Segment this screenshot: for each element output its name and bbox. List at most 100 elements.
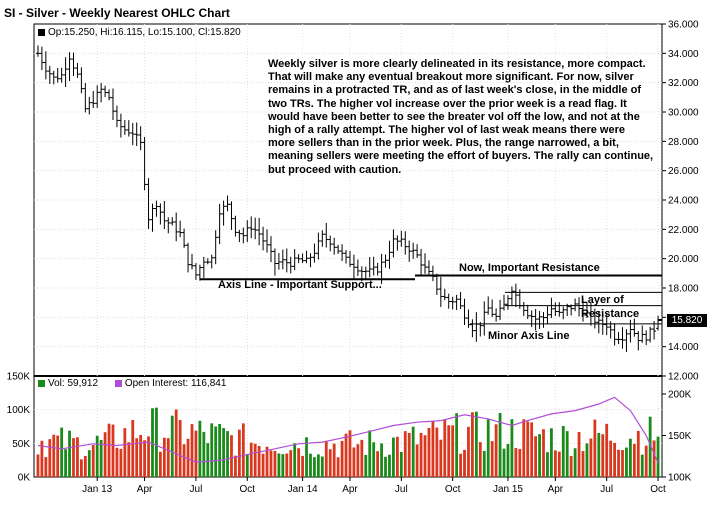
volume-bar: [656, 436, 660, 477]
volume-bar: [297, 448, 301, 477]
volume-bar: [68, 430, 71, 477]
ohlc-bar: [110, 88, 115, 121]
volume-bar: [573, 448, 577, 477]
volume-bar: [72, 438, 75, 477]
volume-bar: [348, 430, 352, 477]
volume-bar: [301, 455, 304, 477]
ohlc-bar: [577, 297, 582, 317]
volume-bar: [605, 423, 609, 477]
ohlc-bar: [415, 244, 420, 259]
ohlc-bar: [347, 250, 352, 267]
volume-bar: [447, 425, 451, 477]
ohlc-bar: [644, 330, 649, 346]
x-tick-label: Apr: [137, 484, 153, 495]
ohlc-bar: [351, 254, 356, 279]
ohlc-bar: [257, 217, 262, 246]
ohlc-bar: [371, 256, 376, 276]
oi-tick-label: 100K: [668, 473, 692, 484]
volume-bar: [601, 434, 605, 477]
ohlc-bar: [533, 309, 538, 331]
ohlc-bar: [561, 306, 566, 320]
ohlc-bar: [600, 314, 605, 335]
x-tick-label: Oct: [445, 484, 461, 495]
volume-bar: [542, 429, 545, 477]
volume-bar: [609, 440, 613, 477]
ohlc-bar: [39, 46, 44, 70]
volume-bar: [170, 415, 174, 477]
volume-bar: [285, 453, 289, 477]
ohlc-bar: [71, 52, 76, 76]
ohlc-bar: [482, 301, 487, 336]
volume-bar: [56, 435, 60, 477]
ohlc-bar: [225, 195, 230, 212]
ohlc-bar: [498, 299, 503, 321]
price-tick-label: 26.000: [668, 166, 699, 177]
price-tick-label: 28.000: [668, 137, 699, 148]
volume-panel-frame: [33, 375, 663, 478]
ohlc-bar: [130, 122, 135, 146]
volume-bar: [324, 440, 328, 477]
volume-bar: [546, 452, 549, 477]
volume-bar: [399, 451, 403, 477]
volume-bar: [613, 442, 617, 477]
ohlc-bar: [596, 310, 601, 334]
ohlc-bar: [150, 203, 155, 232]
ohlc-bar: [308, 253, 313, 268]
ohlc-bar: [363, 266, 368, 281]
ohlc-bar: [648, 326, 653, 343]
ohlc-bar: [229, 201, 234, 230]
volume-bar: [617, 449, 620, 477]
volume-bar: [305, 437, 308, 477]
ohlc-bar: [182, 228, 187, 248]
volume-bar: [530, 422, 534, 477]
ohlc-bar: [462, 298, 467, 325]
volume-bar: [557, 451, 561, 477]
volume-bar: [119, 448, 123, 477]
volume-bar: [115, 447, 119, 477]
volume-bar: [36, 454, 40, 477]
volume-bar: [439, 439, 443, 477]
ohlc-bar: [217, 203, 222, 245]
ohlc-bar: [99, 82, 104, 103]
ohlc-bar: [103, 85, 108, 98]
x-tick-label: Jan 14: [288, 484, 318, 495]
volume-bar: [360, 439, 364, 477]
ohlc-bar: [616, 331, 621, 345]
ohlc-bar: [549, 297, 554, 319]
volume-bar: [486, 419, 490, 477]
ohlc-bar: [632, 318, 637, 337]
volume-bar: [411, 426, 415, 477]
ohlc-bar: [213, 230, 218, 265]
annotation-minor-axis: Minor Axis Line: [488, 330, 570, 342]
volume-bar: [364, 454, 368, 477]
volume-bar: [64, 449, 67, 477]
ohlc-bar: [205, 258, 210, 265]
volume-bar: [380, 443, 383, 477]
volume-bar: [206, 443, 210, 477]
volume-bar: [467, 426, 470, 477]
volume-bar: [328, 449, 332, 477]
ohlc-bar: [486, 296, 491, 315]
volume-bar: [340, 440, 344, 477]
volume-bar: [419, 432, 423, 477]
last-price-badge: 15.820: [667, 314, 707, 327]
volume-bar: [194, 430, 198, 477]
x-tick-label: Jan 15: [493, 484, 523, 495]
volume-bar: [494, 424, 498, 477]
ohlc-bar: [340, 244, 345, 262]
ohlc-bar: [197, 264, 202, 281]
volume-tick-label: 0K: [18, 473, 31, 484]
volume-bar: [178, 419, 182, 477]
x-tick-label: Jul: [190, 484, 203, 495]
ohlc-bar: [201, 256, 206, 278]
ohlc-bar: [509, 286, 514, 306]
ohlc-bar: [154, 200, 159, 217]
volume-bar: [478, 442, 482, 477]
ohlc-bar: [43, 51, 48, 80]
annotation-resistance: Resistance: [581, 308, 640, 320]
ohlc-bar: [423, 253, 428, 274]
volume-bar: [621, 450, 624, 477]
ohlc-bar: [581, 298, 586, 322]
ohlc-bar: [253, 217, 258, 240]
ohlc-bar: [142, 136, 147, 191]
